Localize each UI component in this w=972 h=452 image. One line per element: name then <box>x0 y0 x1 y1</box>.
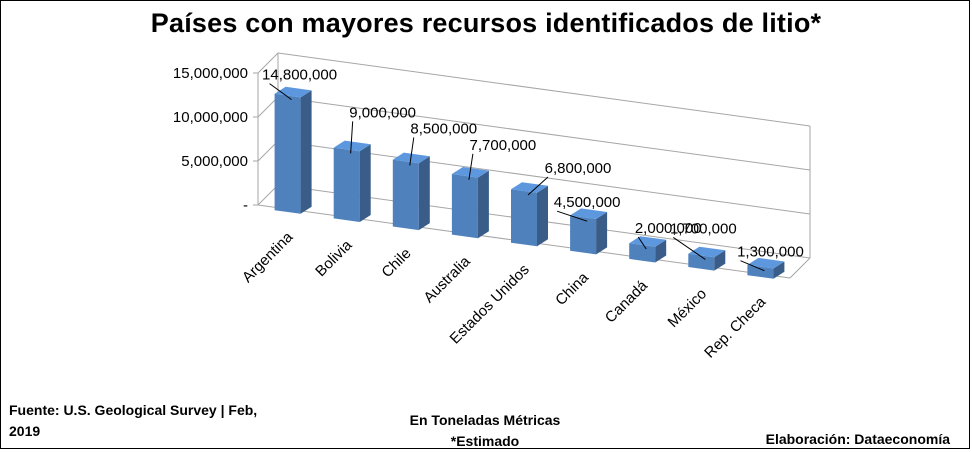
category-label: México <box>665 285 711 331</box>
bar-top <box>629 236 667 247</box>
category-label: Chile <box>378 245 414 281</box>
data-label: 8,500,000 <box>410 120 477 137</box>
data-label: 14,800,000 <box>262 67 337 84</box>
units-label: En Toneladas Métricas <box>409 412 561 428</box>
bar-top <box>333 140 371 152</box>
data-label: 1,300,000 <box>737 244 804 261</box>
data-label-leader <box>673 237 706 260</box>
data-label: 2,000,000 <box>635 220 702 237</box>
bar-side <box>655 239 667 263</box>
bar-front <box>570 215 597 255</box>
source-note: Fuente: U.S. Geological Survey | Feb, 20… <box>9 402 258 439</box>
data-label-leader <box>409 137 415 166</box>
category-label: Bolivia <box>312 236 356 280</box>
bar-side <box>537 185 548 247</box>
bar-front <box>274 93 301 214</box>
data-label-leader <box>468 153 474 180</box>
bar-front <box>451 174 478 239</box>
bar-side <box>477 170 489 239</box>
bar <box>629 236 667 263</box>
estimate-note: *Estimado <box>450 433 520 449</box>
category-label: China <box>552 269 592 309</box>
bar <box>511 182 548 247</box>
bar-side <box>714 250 726 271</box>
bar <box>274 86 312 214</box>
y-tick-label: 10,000,000 <box>173 109 248 126</box>
bar-side <box>359 144 371 222</box>
bar-top <box>570 208 608 219</box>
gridline <box>277 52 811 127</box>
bar <box>333 140 371 222</box>
data-label-leader <box>350 121 354 154</box>
units-note: En Toneladas Métricas *Estimado <box>380 410 590 452</box>
y-tick-label: - <box>243 197 248 214</box>
bar <box>688 246 726 271</box>
bar-side <box>596 212 608 255</box>
bar-top <box>747 257 785 269</box>
bar <box>747 257 785 279</box>
data-label: 9,000,000 <box>349 104 416 121</box>
credit-note: Elaboración: Dataeconomía <box>765 431 950 447</box>
data-label: 1,700,000 <box>670 220 737 237</box>
data-label-leader <box>269 83 292 101</box>
floor-edge-right <box>789 257 811 279</box>
bar-side <box>300 90 312 214</box>
data-label: 7,700,000 <box>470 137 537 154</box>
bar-front <box>688 253 715 271</box>
gridline <box>277 96 811 171</box>
gridline-side <box>257 52 279 74</box>
bar <box>451 167 489 239</box>
bar-front <box>629 243 656 263</box>
bar-side <box>418 156 430 231</box>
bar-front <box>747 264 774 279</box>
data-label-leader <box>740 260 765 272</box>
data-label: 4,500,000 <box>554 194 621 211</box>
bar <box>570 208 608 255</box>
data-label: 6,800,000 <box>545 160 612 177</box>
y-tick-label: 15,000,000 <box>173 65 248 82</box>
data-label-leader <box>637 236 647 250</box>
data-label-leader <box>527 176 549 196</box>
chart-title: Países con mayores recursos identificado… <box>150 8 822 38</box>
category-label: Australia <box>420 253 474 307</box>
bar-side <box>773 261 785 279</box>
category-label: Canadá <box>602 277 652 327</box>
category-label: Rep. Checa <box>701 293 769 361</box>
y-tick-label: 5,000,000 <box>181 153 248 170</box>
data-label-leader <box>556 210 588 222</box>
bar-front <box>333 147 360 222</box>
bar-top <box>274 86 312 98</box>
bar-front <box>511 189 537 247</box>
bar <box>392 152 430 231</box>
category-label: Argentina <box>239 228 297 286</box>
bar-front <box>392 159 419 231</box>
